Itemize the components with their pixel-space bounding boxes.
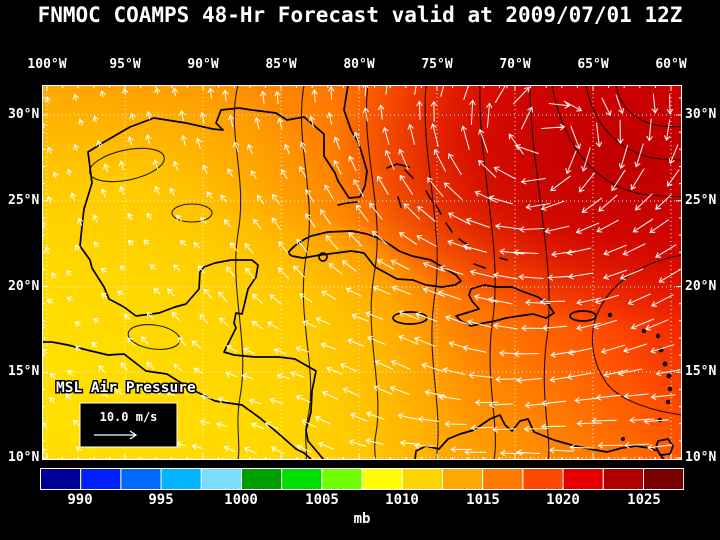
colorbar-tick-label: 1015 bbox=[466, 492, 500, 508]
colorbar-segment bbox=[120, 468, 162, 490]
colorbar-unit-label: mb bbox=[353, 511, 371, 527]
colorbar-segment bbox=[442, 468, 484, 490]
lon-tick-label: 85°W bbox=[265, 57, 297, 72]
colorbar-segment bbox=[361, 468, 403, 490]
colorbar-segment bbox=[200, 468, 243, 490]
colorbar-tick-label: 1020 bbox=[546, 492, 580, 508]
colorbar-tick-label: 1005 bbox=[305, 492, 339, 508]
lat-tick-label: 30°N bbox=[685, 107, 717, 122]
wind-scale-arrow-icon bbox=[94, 430, 138, 440]
colorbar-segment bbox=[562, 468, 604, 490]
lon-tick-label: 80°W bbox=[343, 57, 375, 72]
colorbar-segment bbox=[522, 468, 564, 490]
forecast-title: FNMOC COAMPS 48-Hr Forecast valid at 200… bbox=[37, 3, 683, 27]
colorbar bbox=[40, 468, 684, 490]
island-hispaniola bbox=[455, 284, 555, 327]
lat-tick-label: 20°N bbox=[8, 279, 40, 294]
lat-tick-label: 10°N bbox=[8, 450, 40, 465]
coastline-north-america bbox=[79, 85, 368, 460]
colorbar-segment bbox=[401, 468, 443, 490]
lon-tick-label: 70°W bbox=[499, 57, 531, 72]
colorbar-tick-label: 1025 bbox=[627, 492, 661, 508]
colorbar-segment bbox=[281, 468, 323, 490]
island-juventud bbox=[318, 252, 328, 262]
lat-tick-label: 25°N bbox=[8, 193, 40, 208]
lon-tick-label: 75°W bbox=[421, 57, 453, 72]
lat-tick-label: 15°N bbox=[8, 364, 40, 379]
lon-tick-label: 65°W bbox=[577, 57, 609, 72]
colorbar-segment bbox=[160, 468, 202, 490]
colorbar-segment bbox=[40, 468, 82, 490]
colorbar-segment bbox=[643, 468, 684, 490]
lon-tick-label: 95°W bbox=[109, 57, 141, 72]
lat-tick-label: 30°N bbox=[8, 107, 40, 122]
island-puerto-rico bbox=[569, 310, 597, 322]
pressure-map: 10.0 m/s MSL Air Pressure bbox=[42, 85, 682, 460]
colorbar-segment bbox=[482, 468, 524, 490]
field-label: MSL Air Pressure bbox=[56, 380, 196, 396]
degree-ticks bbox=[42, 85, 682, 460]
wind-scale-frame bbox=[79, 402, 178, 448]
map-border bbox=[42, 85, 682, 460]
lon-tick-label: 60°W bbox=[655, 57, 687, 72]
colorbar-segment bbox=[602, 468, 644, 490]
lat-tick-label: 15°N bbox=[685, 364, 717, 379]
colorbar-tick-label: 1010 bbox=[385, 492, 419, 508]
coastline-south-america bbox=[414, 414, 665, 460]
lat-tick-label: 10°N bbox=[685, 450, 717, 465]
colorbar-segment bbox=[241, 468, 283, 490]
wind-scale-box: 10.0 m/s bbox=[79, 402, 178, 448]
grid-lines bbox=[42, 85, 682, 460]
wind-scale-label: 10.0 m/s bbox=[100, 410, 158, 424]
lon-tick-label: 90°W bbox=[187, 57, 219, 72]
colorbar-tick-label: 990 bbox=[67, 492, 93, 508]
colorbar-segment bbox=[321, 468, 363, 490]
lat-tick-label: 20°N bbox=[685, 279, 717, 294]
colorbar-tick-label: 995 bbox=[148, 492, 174, 508]
colorbar-tick-label: 1000 bbox=[224, 492, 258, 508]
colorbar-segments bbox=[40, 468, 684, 490]
lat-tick-label: 25°N bbox=[685, 193, 717, 208]
islands-bahamas bbox=[337, 163, 508, 269]
lon-tick-label: 100°W bbox=[27, 57, 67, 72]
colorbar-segment bbox=[80, 468, 122, 490]
